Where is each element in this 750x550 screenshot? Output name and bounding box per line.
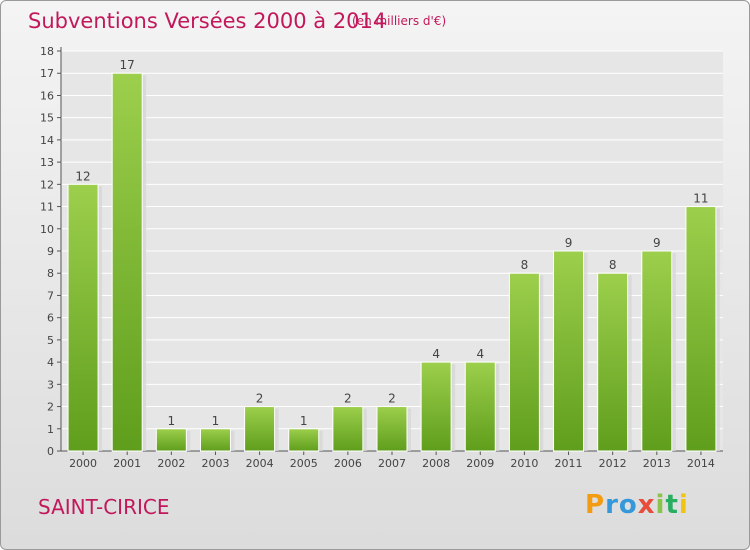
data-label: 8	[609, 258, 617, 272]
bar	[641, 250, 673, 452]
data-label: 4	[476, 347, 484, 361]
y-tick-label: 4	[47, 356, 54, 369]
bar	[553, 250, 585, 452]
bar	[685, 206, 717, 452]
data-label: 1	[212, 414, 220, 428]
data-label: 2	[344, 392, 352, 406]
data-label: 9	[653, 236, 661, 250]
x-tick-label: 2005	[290, 457, 318, 470]
data-label: 1	[168, 414, 176, 428]
commune-name: SAINT-CIRICE	[38, 495, 170, 519]
x-tick-label: 2006	[334, 457, 362, 470]
data-label: 11	[693, 192, 708, 206]
x-tick-label: 2007	[378, 457, 406, 470]
y-tick-label: 10	[40, 223, 54, 236]
y-tick-label: 7	[47, 289, 54, 302]
bar	[376, 406, 408, 452]
x-tick-label: 2003	[201, 457, 229, 470]
x-tick-label: 2013	[643, 457, 671, 470]
y-tick-label: 0	[47, 445, 54, 458]
y-tick-label: 2	[47, 401, 54, 414]
y-tick-label: 6	[47, 312, 54, 325]
y-tick-label: 5	[47, 334, 54, 347]
data-label: 9	[565, 236, 573, 250]
bar	[464, 361, 496, 452]
y-tick-label: 9	[47, 245, 54, 258]
bar	[288, 428, 320, 452]
data-label: 1	[300, 414, 308, 428]
x-tick-label: 2001	[113, 457, 141, 470]
bar	[332, 406, 364, 452]
data-label: 12	[75, 169, 90, 183]
y-tick-label: 12	[40, 178, 54, 191]
data-label: 2	[256, 392, 264, 406]
x-tick-label: 2002	[157, 457, 185, 470]
y-tick-label: 8	[47, 267, 54, 280]
x-tick-label: 2012	[599, 457, 627, 470]
chart-subtitle: (en milliers d'€)	[352, 14, 447, 28]
bar	[155, 428, 187, 452]
x-tick-label: 2010	[510, 457, 538, 470]
bar	[244, 406, 276, 452]
data-label: 2	[388, 392, 396, 406]
proxiti-logo: Proxiti	[585, 490, 689, 520]
bar	[111, 72, 143, 452]
x-tick-label: 2004	[246, 457, 274, 470]
bar	[199, 428, 231, 452]
data-label: 4	[432, 347, 440, 361]
x-tick-label: 2009	[466, 457, 494, 470]
x-tick-label: 2011	[555, 457, 583, 470]
x-tick-label: 2008	[422, 457, 450, 470]
y-tick-label: 1	[47, 423, 54, 436]
bar	[508, 272, 540, 452]
data-label: 17	[120, 58, 135, 72]
y-tick-label: 17	[40, 67, 54, 80]
y-tick-label: 18	[40, 45, 54, 58]
x-tick-label: 2000	[69, 457, 97, 470]
y-tick-label: 3	[47, 378, 54, 391]
y-tick-label: 11	[40, 201, 54, 214]
bar	[597, 272, 629, 452]
y-tick-label: 14	[40, 134, 54, 147]
y-tick-label: 16	[40, 89, 54, 102]
bar	[67, 183, 99, 452]
y-tick-label: 15	[40, 112, 54, 125]
y-tick-label: 13	[40, 156, 54, 169]
bar	[420, 361, 452, 452]
data-label: 8	[521, 258, 529, 272]
chart-title: Subventions Versées 2000 à 2014	[28, 9, 387, 33]
x-tick-label: 2014	[687, 457, 715, 470]
